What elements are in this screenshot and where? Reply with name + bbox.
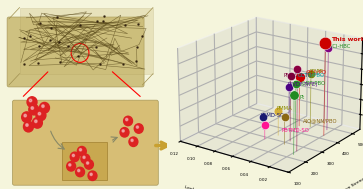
PathPatch shape <box>20 8 153 74</box>
Circle shape <box>24 121 33 132</box>
Circle shape <box>79 149 82 151</box>
Circle shape <box>81 154 90 163</box>
Circle shape <box>22 112 32 122</box>
Circle shape <box>83 156 85 159</box>
Circle shape <box>76 167 85 177</box>
Circle shape <box>32 118 42 128</box>
FancyBboxPatch shape <box>7 17 144 87</box>
Circle shape <box>42 105 44 108</box>
Circle shape <box>85 160 93 169</box>
X-axis label: Leakage Current (A/cm²): Leakage Current (A/cm²) <box>184 185 237 189</box>
Bar <box>62 142 107 180</box>
Circle shape <box>86 162 89 164</box>
Circle shape <box>131 139 133 142</box>
Circle shape <box>29 104 39 115</box>
Circle shape <box>38 112 41 115</box>
Circle shape <box>77 146 86 156</box>
Circle shape <box>29 99 32 102</box>
Circle shape <box>136 126 139 128</box>
Circle shape <box>24 114 26 117</box>
Circle shape <box>67 162 76 171</box>
Circle shape <box>88 171 97 180</box>
Circle shape <box>78 169 80 172</box>
Circle shape <box>72 154 74 157</box>
Circle shape <box>27 97 37 107</box>
Circle shape <box>70 152 79 162</box>
Y-axis label: Breakdown Strength (MV/m): Breakdown Strength (MV/m) <box>329 166 363 189</box>
Circle shape <box>90 173 92 176</box>
Circle shape <box>69 164 71 166</box>
Circle shape <box>120 128 129 137</box>
FancyBboxPatch shape <box>12 100 158 185</box>
Circle shape <box>26 124 28 126</box>
Circle shape <box>129 137 138 146</box>
Circle shape <box>126 118 128 121</box>
Circle shape <box>31 107 33 109</box>
Circle shape <box>134 124 143 133</box>
Circle shape <box>36 110 46 121</box>
Circle shape <box>40 102 49 113</box>
Circle shape <box>34 120 37 123</box>
Circle shape <box>122 130 124 132</box>
Circle shape <box>124 116 132 126</box>
